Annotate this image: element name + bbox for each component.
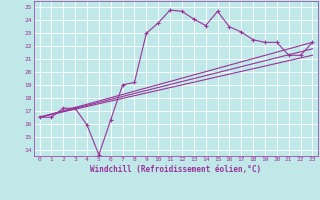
X-axis label: Windchill (Refroidissement éolien,°C): Windchill (Refroidissement éolien,°C) [91, 165, 261, 174]
